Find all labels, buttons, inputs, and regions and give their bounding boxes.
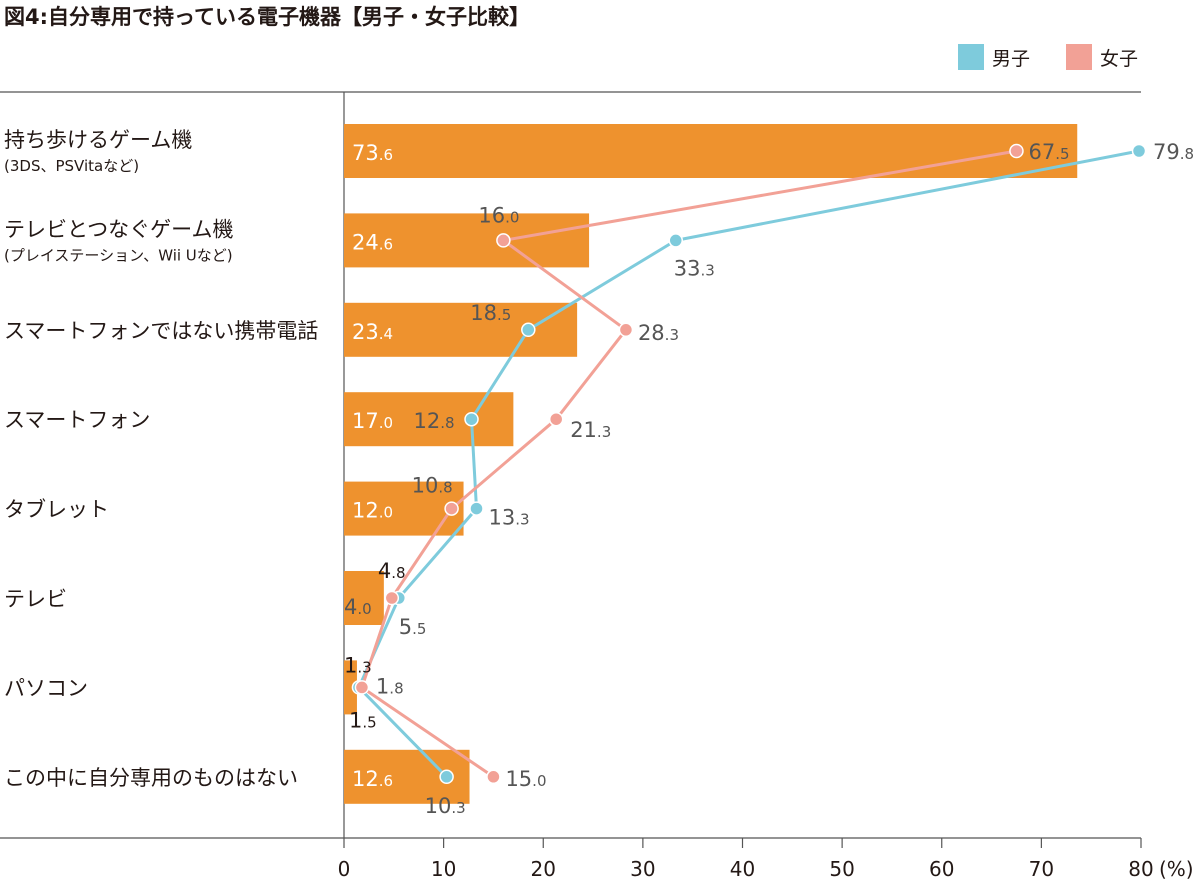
bar-value-label: 23.4 [352, 320, 393, 344]
series-point-girls [384, 590, 400, 606]
series-value-label-boys: 13.3 [489, 506, 530, 530]
bar-value-label: 73.6 [352, 141, 393, 165]
series-value-label-boys: 18.5 [470, 301, 511, 325]
bar [344, 392, 514, 447]
series-point-girls [354, 680, 370, 695]
series-point-boys [439, 769, 454, 785]
lines-layer [351, 143, 1147, 785]
series-value-label-girls: 21.3 [570, 418, 611, 442]
series-line-girls [360, 149, 1017, 779]
bar [344, 660, 357, 715]
series-point-girls [486, 769, 501, 785]
series-value-label-girls: 10.8 [412, 474, 453, 498]
x-axis-unit: (%) [1159, 857, 1194, 881]
series-point-boys [469, 501, 484, 516]
category-label: テレビとつなぐゲーム機 [4, 217, 234, 241]
category-sublabel: (プレイステーション、Wii Uなど) [4, 246, 233, 264]
chart-title: 図4:自分専用で持っている電子機器【男子・女子比較】 [4, 5, 530, 29]
bar-value-label: 12.0 [352, 499, 393, 523]
bars-layer [344, 124, 1078, 804]
bar-value-label: 4.0 [344, 595, 372, 619]
series-point-boys [668, 233, 684, 248]
x-tick-label: 50 [829, 857, 854, 881]
series-point-girls [1009, 143, 1024, 159]
bar [344, 124, 1078, 178]
bar-value-label: 12.6 [352, 767, 393, 791]
series-value-label-boys: 1.5 [349, 708, 377, 732]
bar [344, 302, 578, 357]
legend-label-boys: 男子 [992, 48, 1030, 70]
category-label: パソコン [4, 676, 88, 700]
x-axis: 0 10 20 30 40 50 60 70 80 (%) [338, 838, 1194, 881]
series-value-label-girls: 16.0 [478, 203, 519, 227]
x-tick-label: 80 [1128, 857, 1153, 881]
x-tick-label: 30 [630, 857, 655, 881]
legend: 男子 女子 [958, 44, 1138, 70]
bar-value-label: 17.0 [352, 409, 393, 433]
series-point-boys [521, 322, 536, 338]
x-tick-label: 70 [1029, 857, 1054, 881]
x-tick-label: 10 [431, 857, 456, 881]
legend-label-girls: 女子 [1100, 48, 1138, 70]
series-value-label-girls: 67.5 [1028, 140, 1069, 164]
series-point-girls [444, 501, 459, 516]
category-sublabel: (3DS、PSVitaなど) [4, 157, 139, 175]
series-value-label-boys: 12.8 [414, 409, 455, 433]
series-point-boys [464, 411, 479, 427]
x-tick-label: 0 [338, 857, 351, 881]
bar [344, 481, 464, 536]
bar-value-label: 24.6 [352, 230, 393, 254]
bar [344, 571, 384, 625]
series-value-label-boys: 33.3 [674, 256, 715, 280]
bar-value-label: 1.3 [344, 653, 372, 677]
series-point-girls [618, 322, 634, 338]
x-tick-label: 20 [531, 857, 556, 881]
chart-frame [0, 91, 1141, 839]
series-point-girls [496, 233, 511, 248]
series-value-label-girls: 1.8 [376, 674, 404, 698]
legend-swatch-girls [1066, 44, 1092, 70]
series-value-label-girls: 15.0 [505, 767, 546, 791]
category-label: この中に自分専用のものはない [4, 766, 298, 790]
series-value-label-girls: 4.8 [378, 559, 406, 583]
series-value-label-boys: 79.8 [1153, 140, 1194, 164]
legend-swatch-boys [958, 44, 984, 70]
category-label: スマートフォンではない携帯電話 [4, 319, 318, 343]
series-point-boys [1131, 143, 1147, 159]
series-value-label-boys: 5.5 [399, 615, 427, 639]
bar [344, 213, 590, 268]
series-value-label-boys: 10.3 [425, 794, 466, 818]
x-tick-label: 60 [929, 857, 954, 881]
x-tick-label: 40 [730, 857, 755, 881]
labels-layer: 持ち歩けるゲーム機 (3DS、PSVitaなど) テレビとつなぐゲーム機 (プレイステ… [4, 128, 1194, 818]
category-label: タブレット [4, 498, 109, 522]
category-label: 持ち歩けるゲーム機 [4, 128, 192, 152]
category-label: テレビ [4, 587, 67, 611]
category-label: スマートフォン [4, 408, 150, 432]
series-value-label-girls: 28.3 [638, 321, 679, 345]
series-point-girls [548, 411, 564, 427]
